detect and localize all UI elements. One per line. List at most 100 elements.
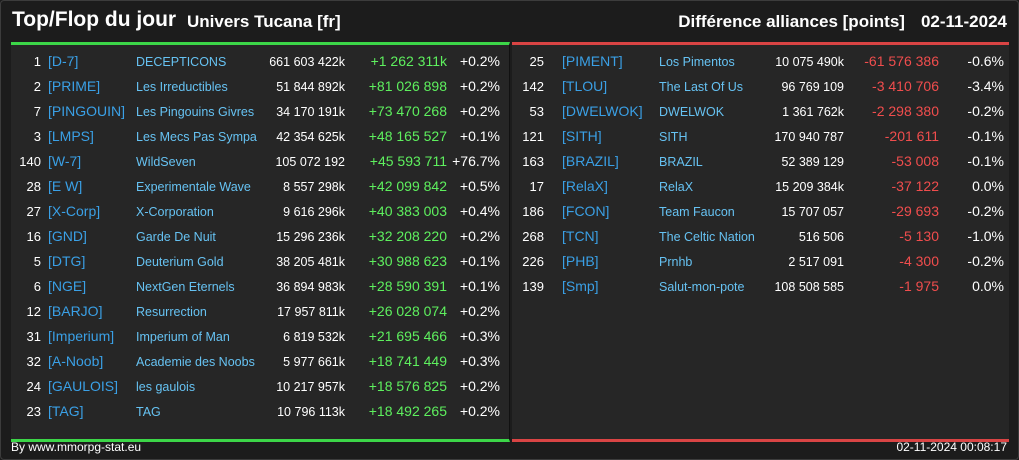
alliance-tag-link[interactable]: [TLOU] [562, 78, 608, 94]
alliance-rank: 186 [522, 204, 544, 219]
alliance-pct: -0.1% [967, 153, 1004, 169]
alliance-row: 5 [DTG] Deuterium Gold 38 205 481k +30 988 6… [11, 251, 509, 276]
alliance-tag-link[interactable]: [E W] [48, 178, 83, 194]
alliance-pct: -1.0% [967, 228, 1004, 244]
alliance-tag-link[interactable]: [Imperium] [48, 328, 115, 344]
alliance-diff: +81 026 898 [368, 78, 447, 94]
alliance-row: 12 [BARJO] Resurrection 17 957 811k +26 028 … [11, 301, 509, 326]
alliance-name-link[interactable]: Experimentale Wave [136, 180, 251, 194]
alliance-tag-link[interactable]: [PINGOUIN] [48, 103, 126, 119]
alliance-points: 516 506 [798, 230, 844, 244]
alliance-name-link[interactable]: Resurrection [136, 305, 207, 319]
alliance-row: 53 [DWELWOK] DWELWOK 1 361 762k -2 298 380 -0… [512, 101, 1009, 126]
alliance-row: 226 [PHB] Prnhb 2 517 091 -4 300 -0.2% [512, 251, 1009, 276]
alliance-points: 34 170 191k [276, 105, 345, 119]
alliance-rank: 1 [33, 54, 41, 69]
alliance-diff: +48 165 527 [368, 128, 447, 144]
alliance-diff: -201 611 [884, 128, 939, 144]
alliance-rank: 27 [26, 204, 41, 219]
alliance-pct: -0.2% [967, 253, 1004, 269]
alliance-row: 25 [PIMENT] Los Pimentos 10 075 490k -61 576… [512, 51, 1009, 76]
alliance-name-link[interactable]: Academie des Noobs [136, 355, 255, 369]
alliance-tag-link[interactable]: [LMPS] [48, 128, 94, 144]
alliance-diff: +26 028 074 [368, 303, 447, 319]
alliance-tag-link[interactable]: [D-7] [48, 53, 79, 69]
alliance-name-link[interactable]: SITH [659, 130, 688, 144]
alliance-row: 6 [NGE] NextGen Eternels 36 894 983k +28 590… [11, 276, 509, 301]
alliance-name-link[interactable]: Team Faucon [659, 205, 735, 219]
alliance-rank: 32 [26, 354, 41, 369]
alliance-name-link[interactable]: Imperium of Man [136, 330, 230, 344]
alliance-name-link[interactable]: RelaX [659, 180, 694, 194]
alliance-name-link[interactable]: Los Pimentos [659, 55, 735, 69]
alliance-diff: +73 470 268 [368, 103, 447, 119]
alliance-tag-link[interactable]: [TCN] [562, 228, 599, 244]
alliance-diff: -53 008 [891, 153, 939, 169]
alliance-pct: -3.4% [967, 78, 1004, 94]
alliance-tag-link[interactable]: [A-Noob] [48, 353, 104, 369]
alliance-tag-link[interactable]: [PIMENT] [562, 53, 623, 69]
alliance-rank: 163 [522, 154, 544, 169]
alliance-tag-link[interactable]: [NGE] [48, 278, 87, 294]
alliance-name-link[interactable]: TAG [136, 405, 161, 419]
alliance-name-link[interactable]: BRAZIL [659, 155, 703, 169]
alliance-rank: 121 [522, 129, 544, 144]
alliance-points: 15 707 057 [781, 205, 844, 219]
alliance-tag-link[interactable]: [X-Corp] [48, 203, 101, 219]
alliance-name-link[interactable]: Les Irreductibles [136, 80, 228, 94]
source-link[interactable]: By www.mmorpg-stat.eu [11, 440, 142, 454]
footer-timestamp: 02-11-2024 00:08:17 [896, 440, 1007, 454]
alliance-tag-link[interactable]: [SITH] [562, 128, 602, 144]
alliance-points: 9 616 296k [283, 205, 345, 219]
alliance-row: 28 [E W] Experimentale Wave 8 557 298k +42 0… [11, 176, 509, 201]
alliance-pct: -0.2% [967, 203, 1004, 219]
alliance-name-link[interactable]: X-Corporation [136, 205, 214, 219]
alliance-tag-link[interactable]: [DTG] [48, 253, 86, 269]
alliance-name-link[interactable]: Salut-mon-pote [659, 280, 745, 294]
alliance-tag-link[interactable]: [BRAZIL] [562, 153, 619, 169]
flop-panel: 25 [PIMENT] Los Pimentos 10 075 490k -61 576… [512, 42, 1009, 442]
alliance-diff: +45 593 711 [369, 153, 447, 169]
alliance-points: 10 217 957k [276, 380, 345, 394]
alliance-rank: 53 [529, 104, 544, 119]
alliance-row: 140 [W-7] WildSeven 105 072 192 +45 593 711 +… [11, 151, 509, 176]
alliance-tag-link[interactable]: [GAULOIS] [48, 378, 119, 394]
alliance-tag-link[interactable]: [Smp] [562, 278, 599, 294]
alliance-points: 10 075 490k [775, 55, 844, 69]
alliance-pct: +0.2% [459, 228, 500, 244]
alliance-tag-link[interactable]: [FCON] [562, 203, 610, 219]
page-title: Top/Flop du jour [12, 8, 177, 31]
alliance-name-link[interactable]: NextGen Eternels [136, 280, 235, 294]
alliance-diff: +18 741 449 [368, 353, 447, 369]
alliance-points: 52 389 129 [781, 155, 844, 169]
alliance-name-link[interactable]: Les Pingouins Givres [136, 105, 255, 119]
alliance-name-link[interactable]: WildSeven [136, 155, 196, 169]
alliance-row: 23 [TAG] TAG 10 796 113k +18 492 265 +0.2% [11, 401, 509, 426]
alliance-tag-link[interactable]: [DWELWOK] [562, 103, 643, 119]
alliance-name-link[interactable]: DWELWOK [659, 105, 725, 119]
alliance-diff: -37 122 [891, 178, 939, 194]
alliance-tag-link[interactable]: [RelaX] [562, 178, 608, 194]
alliance-name-link[interactable]: Garde De Nuit [136, 230, 216, 244]
alliance-name-link[interactable]: The Celtic Nation [659, 230, 755, 244]
alliance-diff: -3 410 706 [872, 78, 939, 94]
alliance-points: 1 361 762k [782, 105, 844, 119]
alliance-tag-link[interactable]: [TAG] [48, 403, 84, 419]
alliance-name-link[interactable]: The Last Of Us [659, 80, 744, 94]
alliance-tag-link[interactable]: [GND] [48, 228, 87, 244]
alliance-name-link[interactable]: Deuterium Gold [136, 255, 224, 269]
alliance-pct: +0.5% [459, 178, 500, 194]
alliance-name-link[interactable]: Prnhb [659, 255, 693, 269]
alliance-tag-link[interactable]: [W-7] [48, 153, 82, 169]
alliance-pct: +0.1% [459, 253, 500, 269]
alliance-tag-link[interactable]: [PHB] [562, 253, 599, 269]
alliance-diff: +18 492 265 [368, 403, 447, 419]
alliance-points: 170 940 787 [774, 130, 844, 144]
footer: By www.mmorpg-stat.eu 02-11-2024 00:08:1… [1, 438, 1018, 458]
alliance-tag-link[interactable]: [BARJO] [48, 303, 103, 319]
alliance-name-link[interactable]: DECEPTICONS [136, 55, 227, 69]
alliance-name-link[interactable]: Les Mecs Pas Sympa [136, 130, 257, 144]
alliance-diff: +40 383 003 [368, 203, 447, 219]
alliance-tag-link[interactable]: [PRIME] [48, 78, 101, 94]
alliance-name-link[interactable]: les gaulois [136, 380, 196, 394]
